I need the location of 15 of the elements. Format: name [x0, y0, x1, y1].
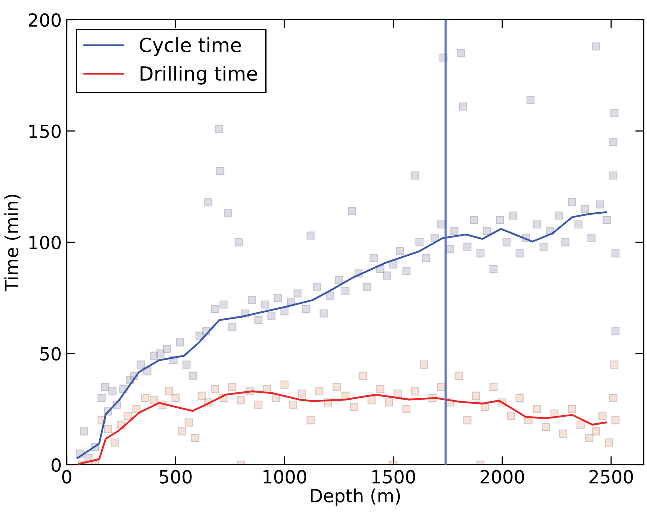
x-axis-title: Depth (m): [311, 488, 400, 506]
x-tick-label: 500: [160, 470, 192, 484]
y-tick-label: 100: [30, 236, 61, 250]
legend-label: Cycle time: [140, 38, 242, 56]
x-tick-label: 1500: [372, 470, 416, 484]
y-tick-label: 150: [30, 124, 61, 138]
x-tick-label: 0: [62, 470, 72, 484]
x-tick-label: 2000: [480, 470, 524, 484]
y-tick-label: 0: [52, 458, 61, 472]
y-tick-label: 200: [29, 13, 61, 28]
x-tick-label: 1000: [264, 470, 307, 484]
y-tick-label: 50: [40, 347, 61, 361]
legend-label: Drilling time: [140, 66, 258, 85]
x-tick-label: 2500: [590, 470, 634, 484]
y-axis-title: Time (min): [4, 195, 21, 292]
